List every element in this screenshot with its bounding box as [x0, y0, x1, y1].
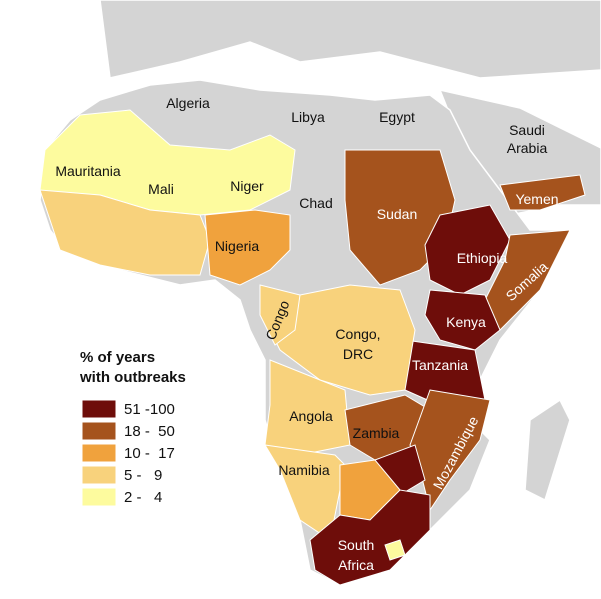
yemen-region — [499, 174, 586, 211]
label-line: Angola — [289, 408, 333, 424]
label-line: Algeria — [166, 95, 210, 111]
legend-swatch — [81, 487, 117, 507]
country-label: Kenya — [446, 314, 486, 330]
country-label: Niger — [230, 178, 264, 194]
country-label: Ethiopia — [457, 250, 508, 266]
legend-swatch — [81, 399, 117, 419]
country-label: Libya — [291, 109, 325, 125]
label-line: Kenya — [446, 314, 486, 330]
label-line: with outbreaks — [79, 369, 186, 386]
label-line: Sudan — [377, 206, 417, 222]
label-line: Niger — [230, 178, 264, 194]
legend-swatch — [81, 443, 117, 463]
legend-label: 10 - 17 — [124, 445, 175, 462]
nigeria-region — [204, 209, 291, 286]
country-label: Chad — [299, 195, 332, 211]
country-label: Sudan — [377, 206, 417, 222]
label-line: Congo, — [335, 326, 380, 342]
country-label: Namibia — [278, 462, 330, 478]
country-label: Angola — [289, 408, 333, 424]
label-line: Egypt — [379, 109, 415, 125]
country-label: Zambia — [353, 425, 400, 441]
country-label: Mauritania — [55, 163, 121, 179]
label-line: Arabia — [507, 140, 548, 156]
label-line: Libya — [291, 109, 325, 125]
label-line: DRC — [343, 346, 373, 362]
legend-swatch — [81, 465, 117, 485]
label-line: Ethiopia — [457, 250, 508, 266]
country-label: Mali — [148, 181, 174, 197]
label-line: % of years — [80, 349, 155, 366]
label-line: Nigeria — [215, 238, 260, 254]
legend-label: 5 - 9 — [124, 467, 162, 484]
label-line: Yemen — [515, 191, 558, 207]
label-line: Mauritania — [55, 163, 121, 179]
country-label: Yemen — [515, 191, 558, 207]
legend-title: % of years with outbreaks — [79, 349, 186, 386]
label-line: Namibia — [278, 462, 330, 478]
country-label: Saudi Arabia — [507, 122, 548, 156]
legend-label: 18 - 50 — [124, 423, 175, 440]
label-line: Africa — [338, 557, 374, 573]
west-coast-region — [39, 189, 211, 276]
label-line: Mali — [148, 181, 174, 197]
madagascar — [524, 398, 571, 502]
label-line: Zambia — [353, 425, 400, 441]
label-line: South — [338, 537, 375, 553]
angola-region — [264, 359, 351, 456]
legend-label: 2 - 4 — [124, 489, 162, 506]
legend: % of years with outbreaks 51 -100 18 - 50 1… — [79, 349, 186, 507]
country-label: Tanzania — [412, 357, 468, 373]
legend-swatch — [81, 421, 117, 441]
ethiopia-region — [424, 204, 511, 296]
country-label: Algeria — [166, 95, 210, 111]
country-label: South Africa — [338, 537, 375, 573]
country-label: Nigeria — [215, 238, 260, 254]
south-africa-region — [309, 489, 431, 586]
country-label: Egypt — [379, 109, 415, 125]
country-label: Congo, DRC — [335, 326, 380, 362]
europe — [99, 0, 601, 79]
label-line: Chad — [299, 195, 332, 211]
congo-region — [259, 284, 301, 346]
lesotho-region — [384, 539, 406, 561]
label-line: Tanzania — [412, 357, 468, 373]
legend-label: 51 -100 — [124, 401, 175, 418]
label-line: Saudi — [509, 122, 545, 138]
